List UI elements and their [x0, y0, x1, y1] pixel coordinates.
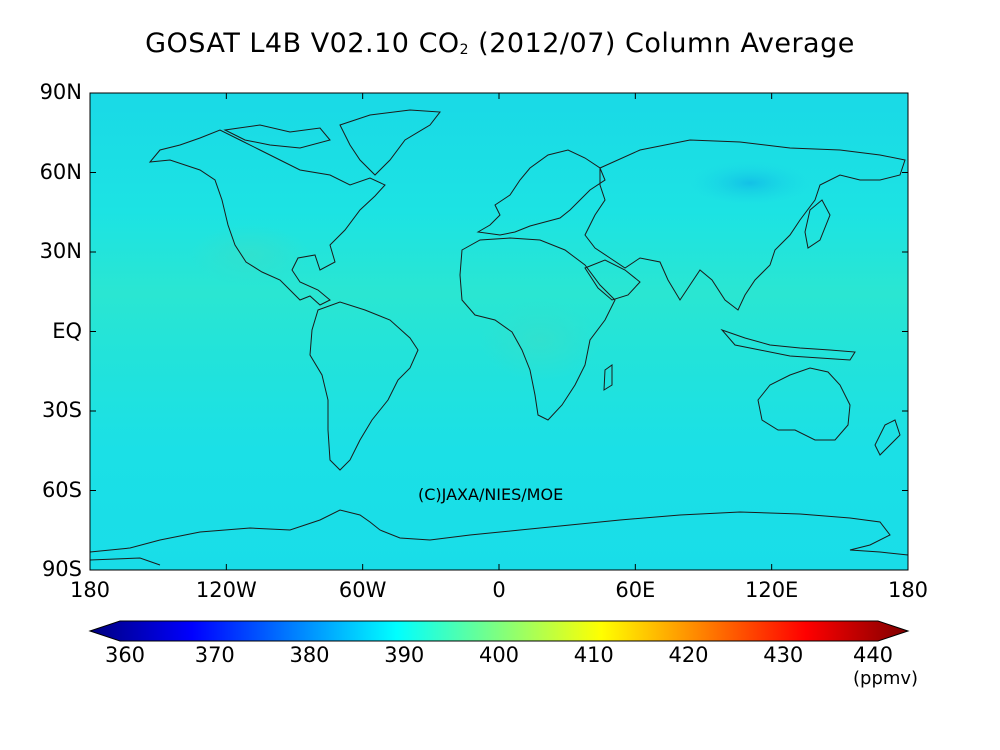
- coastline-antarctica-edge: [89, 557, 161, 566]
- colorbar-tick-label: 370: [194, 643, 235, 667]
- lat-label: EQ: [52, 318, 82, 343]
- coastline-indonesia: [720, 328, 856, 361]
- lat-label: 60N: [39, 159, 82, 184]
- lat-label: 90S: [41, 557, 82, 581]
- lat-label: 30S: [41, 398, 82, 422]
- colorbar-units: (ppmv): [853, 668, 919, 689]
- coastline-north-america: [148, 129, 386, 306]
- colorbar-tick-label: 360: [104, 643, 146, 667]
- coastline-arabia: [584, 259, 641, 301]
- colorbar-bar: [88, 620, 910, 642]
- coastline-madagascar: [603, 364, 613, 391]
- coastline-new-zealand: [874, 419, 901, 456]
- coastline-arctic-islands: [223, 124, 331, 149]
- colorbar-tick-label: 440: [852, 643, 894, 667]
- lon-label: 120W: [195, 578, 257, 602]
- lat-label: 60S: [41, 477, 82, 502]
- high-co2-region: [480, 300, 600, 380]
- coastline-australia: [757, 367, 851, 441]
- lon-label: 0: [492, 578, 506, 602]
- colorbar-tick-label: 380: [289, 643, 330, 667]
- copyright-label: (C)JAXA/NIES/MOE: [418, 485, 564, 504]
- lon-label: 60E: [615, 578, 656, 602]
- coastline-asia: [584, 139, 906, 311]
- map-field: [90, 93, 908, 570]
- map-frame: [89, 92, 909, 571]
- lat-label: 30N: [39, 239, 82, 263]
- map-title: GOSAT L4B V02.10 CO2 (2012/07) Column Av…: [145, 28, 855, 59]
- colorbar-tick-label: 400: [478, 643, 520, 667]
- lon-label: 120E: [744, 578, 799, 602]
- low-co2-region: [690, 161, 810, 205]
- colorbar: [88, 620, 910, 642]
- coastlines: [89, 109, 909, 566]
- lat-label: 90N: [39, 80, 82, 104]
- coastline-japan: [804, 199, 831, 249]
- colorbar-tick-label: 420: [668, 643, 709, 667]
- lon-label: 60W: [338, 578, 387, 602]
- colorbar-tick-label: 390: [384, 643, 425, 667]
- coastline-greenland: [339, 109, 441, 176]
- axis-ticks: [90, 93, 908, 570]
- coastline-africa: [459, 237, 616, 421]
- colorbar-tick-label: 410: [573, 643, 614, 667]
- coastline-south-america: [309, 301, 419, 471]
- colorbar-tick-label: 430: [763, 643, 804, 667]
- lon-label: 180: [69, 578, 111, 602]
- lon-label: 180: [887, 578, 929, 602]
- coastline-antarctica: [89, 509, 909, 556]
- high-co2-region: [190, 225, 310, 285]
